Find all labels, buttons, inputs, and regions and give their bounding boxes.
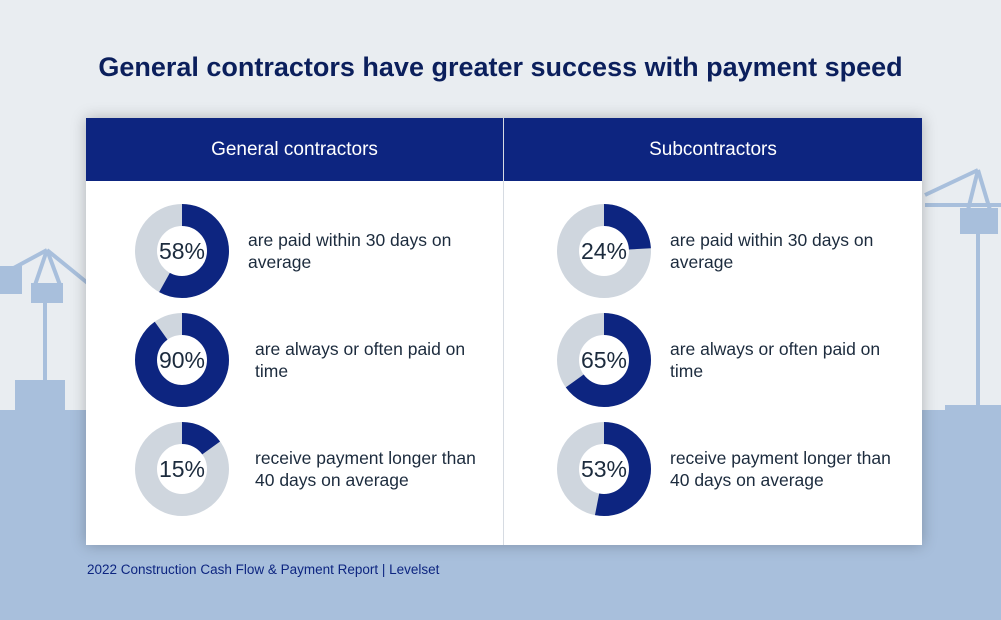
- stat-row: 53% receive payment longer than 40 days …: [556, 421, 900, 517]
- donut-percent: 53%: [580, 456, 628, 482]
- stat-label: are paid within 30 days on average: [248, 230, 452, 272]
- donut-percent: 24%: [580, 238, 628, 264]
- stat-label: receive payment longer than 40 days on a…: [670, 448, 891, 490]
- stat-label: are always or often paid on time: [670, 339, 881, 381]
- comparison-card: General contractors Subcontractors 58% a…: [86, 118, 922, 545]
- header-general-contractors: General contractors: [86, 118, 503, 181]
- stat-row: 15% receive payment longer than 40 days …: [134, 421, 485, 517]
- stat-label: are paid within 30 days on average: [670, 230, 874, 272]
- donut-value-arc: [557, 422, 651, 516]
- header-subcontractors: Subcontractors: [504, 118, 922, 181]
- stat-row: 24% are paid within 30 days on average: [556, 203, 900, 299]
- donut-value-arc: [135, 204, 229, 298]
- donut-percent: 15%: [158, 456, 206, 482]
- column-divider: [503, 118, 504, 545]
- donut-value-arc: [557, 204, 651, 298]
- donut-chart: 65%: [556, 312, 652, 408]
- stat-row: 90% are always or often paid on time: [134, 312, 485, 408]
- donut-percent: 58%: [158, 238, 206, 264]
- stat-label: receive payment longer than 40 days on a…: [255, 448, 476, 490]
- donut-chart: 58%: [134, 203, 230, 299]
- donut-chart: 15%: [134, 421, 230, 517]
- stat-row: 65% are always or often paid on time: [556, 312, 900, 408]
- source-caption: 2022 Construction Cash Flow & Payment Re…: [87, 562, 440, 577]
- page-title: General contractors have greater success…: [98, 52, 903, 82]
- donut-value-arc: [135, 422, 229, 516]
- stat-row: 58% are paid within 30 days on average: [134, 203, 478, 299]
- crane-icon-right: [924, 168, 1001, 405]
- donut-chart: 90%: [134, 312, 230, 408]
- stat-label: are always or often paid on time: [255, 339, 466, 381]
- donut-percent: 65%: [580, 347, 628, 373]
- crane-icon-left: [0, 248, 92, 380]
- donut-chart: 24%: [556, 203, 652, 299]
- donut-value-arc: [135, 313, 229, 407]
- donut-value-arc: [557, 313, 651, 407]
- donut-percent: 90%: [158, 347, 206, 373]
- donut-chart: 53%: [556, 421, 652, 517]
